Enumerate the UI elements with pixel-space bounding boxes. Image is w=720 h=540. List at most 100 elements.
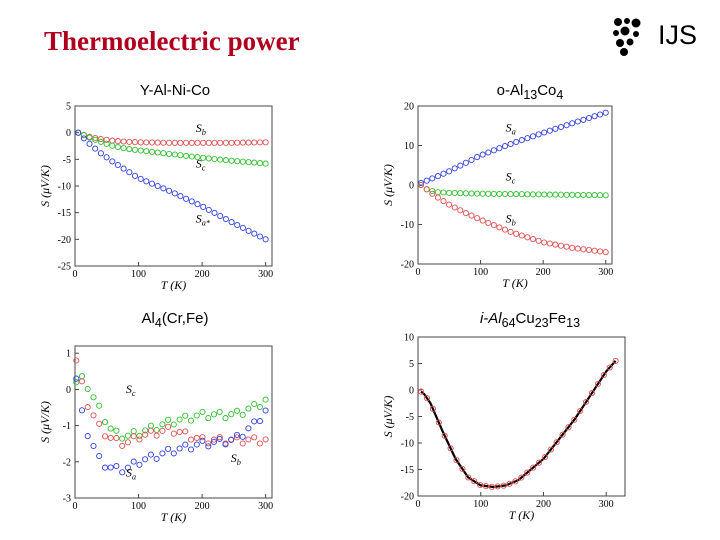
data-point [80, 132, 87, 139]
data-point [529, 133, 537, 140]
chart-label-2: o-Al13Co4 [496, 82, 564, 102]
data-point [142, 431, 149, 438]
data-point [183, 139, 190, 146]
data-point [130, 458, 137, 465]
data-point [262, 160, 269, 167]
data-point [187, 436, 195, 443]
data-point [256, 233, 264, 240]
data-point [577, 407, 584, 414]
data-point [84, 404, 91, 411]
data-point [200, 154, 207, 161]
x-tick-label: 100 [473, 499, 488, 510]
data-point [194, 139, 201, 146]
data-point [501, 226, 509, 233]
data-point [148, 148, 156, 155]
data-point [154, 139, 161, 146]
y-axis-label: S (μV/K) [38, 401, 52, 443]
y-axis-label: S (μV/K) [381, 396, 395, 438]
data-point [233, 434, 241, 441]
data-point [446, 201, 453, 208]
data-point [474, 215, 481, 222]
data-point [585, 192, 593, 199]
data-point [583, 398, 590, 405]
logo-text: IJS [658, 20, 698, 50]
data-point [199, 437, 206, 444]
series-annotation-astar: Sa* [196, 211, 211, 227]
data-point [211, 155, 218, 163]
data-point [239, 440, 246, 447]
x-tick-label: 300 [258, 501, 273, 512]
data-point [153, 432, 160, 439]
data-point [90, 394, 97, 401]
data-point [518, 474, 525, 481]
data-point [170, 430, 177, 437]
data-point [496, 224, 503, 231]
series-Sa [73, 375, 269, 476]
data-point [245, 159, 252, 166]
data-point [234, 221, 241, 229]
data-point [418, 388, 425, 395]
x-axis-label: T (K) [509, 508, 534, 522]
data-point [216, 408, 223, 415]
data-point [541, 191, 548, 198]
data-point [256, 160, 264, 167]
data-point [177, 152, 184, 159]
data-point [78, 373, 86, 380]
data-point [75, 129, 82, 136]
data-point [262, 436, 269, 443]
y-tick-label: -15 [401, 465, 414, 476]
data-point [113, 434, 120, 442]
data-point [147, 451, 154, 458]
data-point [131, 172, 139, 179]
data-point [535, 131, 542, 138]
data-point [73, 375, 80, 382]
x-tick-label: 300 [598, 267, 613, 278]
data-point [188, 139, 195, 146]
chart-label-3: Al4(Cr,Fe) [141, 310, 209, 330]
data-point [453, 457, 460, 464]
data-point [187, 446, 195, 453]
data-point [177, 193, 184, 200]
data-point [597, 192, 604, 199]
data-point [451, 204, 458, 211]
data-point [262, 139, 269, 146]
data-point [591, 192, 598, 199]
data-point [485, 149, 492, 156]
y-tick-label: -15 [58, 208, 71, 219]
data-point [563, 243, 570, 250]
data-point [459, 465, 466, 472]
data-point [113, 427, 120, 434]
data-point [109, 158, 116, 165]
data-point [580, 191, 587, 199]
data-point [524, 469, 531, 476]
series-annotation-a: Sa [126, 465, 136, 481]
data-point [585, 114, 593, 122]
y-tick-label: -5 [406, 412, 414, 423]
data-point [482, 483, 490, 490]
data-point [166, 139, 173, 146]
plot-frame [74, 345, 273, 499]
data-point [217, 156, 224, 163]
data-point [86, 140, 93, 147]
data-point [126, 146, 133, 153]
data-point [205, 206, 212, 213]
data-point [222, 139, 229, 146]
data-point [612, 357, 619, 364]
data-point [114, 161, 121, 169]
series-Sa [75, 129, 269, 243]
data-point [205, 139, 212, 146]
data-point [142, 456, 149, 463]
data-point [199, 408, 206, 415]
series-fit [420, 360, 617, 489]
series-annotation-b: Sb [506, 212, 516, 228]
data-point [471, 478, 478, 485]
y-axis-label: S (μV/K) [38, 165, 52, 207]
data-point [78, 407, 86, 414]
data-point [239, 411, 246, 418]
dots-logo-icon [613, 18, 641, 56]
data-point [143, 139, 150, 146]
data-point [148, 180, 156, 187]
data-point [92, 136, 99, 143]
y-tick-label: -25 [58, 262, 71, 273]
